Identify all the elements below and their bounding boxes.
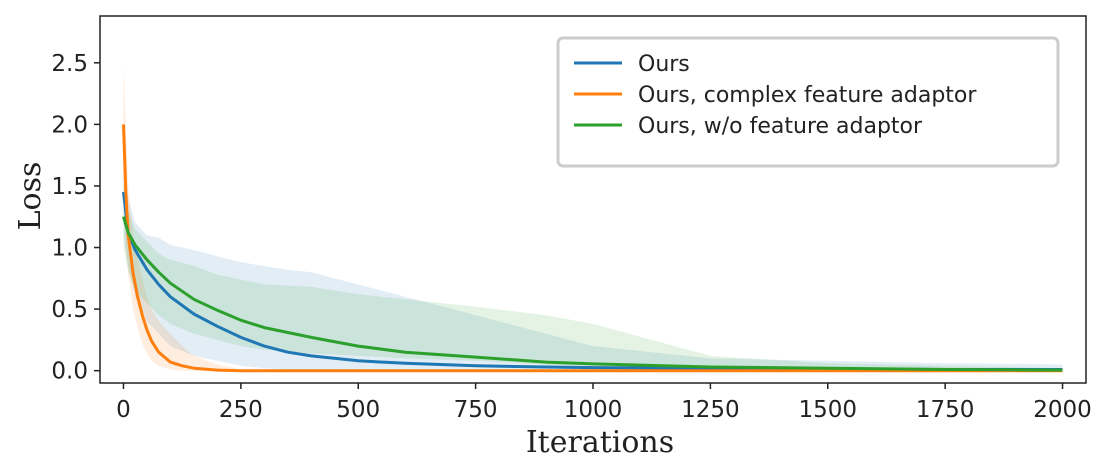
line-series-3 xyxy=(122,216,1063,372)
band-series-3 xyxy=(123,186,1063,371)
y-tick-label: 2.0 xyxy=(51,112,88,138)
x-axis-label: Iterations xyxy=(526,425,674,460)
y-tick-label: 0.5 xyxy=(51,297,88,323)
legend-label-2: Ours, complex feature adaptor xyxy=(638,83,977,108)
y-tick-label: 2.5 xyxy=(51,51,88,77)
axes: 0 250 500 750 1000 1250 1500 1750 2000 0.0 0.5 1.0 1… xyxy=(51,15,1092,423)
legend: Ours Ours, complex feature adaptor Ours, w… xyxy=(556,36,1060,168)
y-tick-label: 0.0 xyxy=(51,359,88,385)
line-series-1 xyxy=(122,191,1063,371)
line-series-2 xyxy=(122,124,1063,373)
legend-label-3: Ours, w/o feature adaptor xyxy=(638,114,923,139)
x-tick-label: 0 xyxy=(116,397,131,423)
x-tick-label: 250 xyxy=(219,397,263,423)
x-tick-label: 1750 xyxy=(916,397,975,423)
x-tick-label: 750 xyxy=(454,397,498,423)
y-axis-label: Loss xyxy=(13,162,48,231)
y-tick-label: 1.5 xyxy=(51,174,88,200)
legend-box xyxy=(556,36,1060,168)
y-tick-label: 1.0 xyxy=(51,236,88,262)
series-lines xyxy=(122,124,1063,373)
x-tick-label: 500 xyxy=(336,397,380,423)
confidence-bands xyxy=(123,62,1063,371)
legend-label-1: Ours xyxy=(638,52,690,77)
x-tick-label: 1250 xyxy=(681,397,740,423)
x-tick-label: 2000 xyxy=(1033,397,1092,423)
x-tick-label: 1000 xyxy=(564,397,623,423)
band-series-1 xyxy=(123,136,1063,371)
x-tick-label: 1500 xyxy=(798,397,857,423)
